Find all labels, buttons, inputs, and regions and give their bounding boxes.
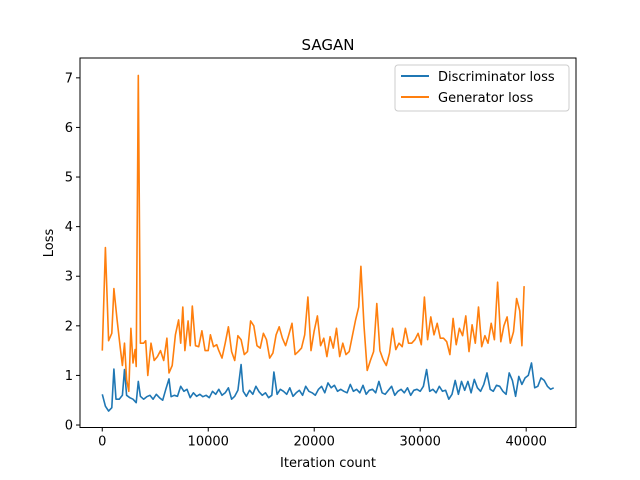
y-axis: 0 1 2 3 4 5 6 7 bbox=[65, 71, 80, 434]
x-axis-label: Iteration count bbox=[280, 456, 376, 471]
series-line-generator bbox=[101, 74, 525, 393]
y-tick-label: 1 bbox=[65, 369, 73, 384]
series-line-discriminator bbox=[101, 362, 555, 412]
x-tick-label: 30000 bbox=[400, 435, 441, 450]
y-tick-label: 3 bbox=[65, 270, 73, 285]
y-tick-label: 2 bbox=[65, 319, 73, 334]
x-tick-label: 0 bbox=[98, 435, 106, 450]
y-tick-label: 5 bbox=[65, 171, 73, 186]
legend-box bbox=[394, 64, 570, 112]
y-axis-label: Loss bbox=[42, 229, 57, 258]
y-tick-label: 6 bbox=[65, 121, 73, 136]
legend: Discriminator loss Generator loss bbox=[394, 64, 570, 112]
legend-label-discriminator: Discriminator loss bbox=[438, 70, 555, 85]
chart-title: SAGAN bbox=[302, 36, 355, 54]
series-layer bbox=[101, 74, 555, 412]
x-axis: 0 10000 20000 30000 40000 bbox=[98, 427, 547, 450]
legend-label-generator: Generator loss bbox=[438, 91, 533, 106]
y-tick-label: 7 bbox=[65, 71, 73, 86]
x-tick-label: 10000 bbox=[188, 435, 229, 450]
y-tick-label: 4 bbox=[65, 220, 73, 235]
y-tick-label: 0 bbox=[65, 419, 73, 434]
x-tick-label: 20000 bbox=[294, 435, 335, 450]
x-tick-label: 40000 bbox=[506, 435, 547, 450]
plot-frame bbox=[79, 57, 577, 428]
